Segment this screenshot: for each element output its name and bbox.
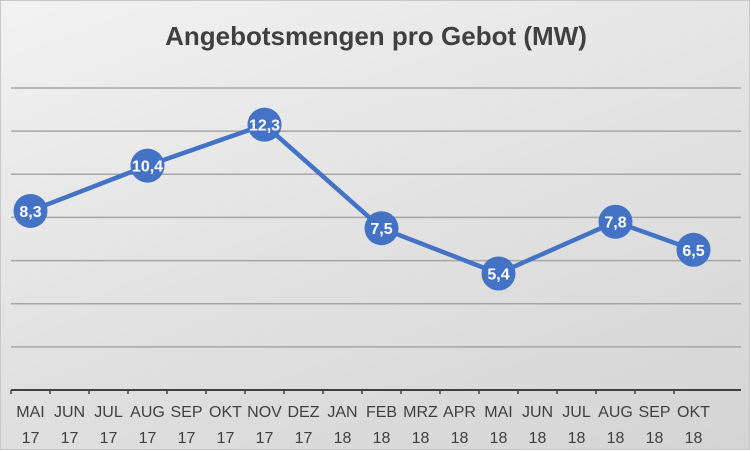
x-tick-label-month: APR (443, 404, 476, 421)
series-line (29, 122, 695, 276)
x-tick-label-month: MAI (16, 404, 44, 421)
x-tick-label-year: 17 (139, 430, 157, 447)
x-tick-label-year: 18 (607, 430, 625, 447)
x-tick-label-month: JUN (522, 404, 553, 421)
x-tick-label-year: 18 (373, 430, 391, 447)
x-tick-label-year: 18 (412, 430, 430, 447)
x-tick-label-year: 17 (256, 430, 274, 447)
x-tick-label-month: JUL (562, 404, 591, 421)
data-point-marker (247, 107, 282, 142)
x-tick-label-month: NOV (247, 404, 282, 421)
x-tick-label-month: OKT (677, 404, 710, 421)
data-point-marker (364, 211, 399, 246)
data-point-marker (130, 148, 165, 183)
data-point-marker (676, 232, 711, 267)
data-label: 12,3 (249, 118, 280, 135)
x-tick-label-month: JUL (94, 404, 123, 421)
data-label: 10,4 (132, 159, 163, 176)
x-tick-label-year: 18 (334, 430, 352, 447)
x-tick-label-year: 17 (22, 430, 40, 447)
x-tick-label-year: 18 (646, 430, 664, 447)
x-tick-label-month: OKT (209, 404, 242, 421)
data-label: 7,8 (604, 215, 626, 232)
x-tick-label-month: SEP (170, 404, 202, 421)
x-tick-label-month: AUG (130, 404, 165, 421)
x-tick-label-month: DEZ (288, 404, 320, 421)
data-point-marker (598, 204, 633, 239)
x-tick-label-year: 18 (490, 430, 508, 447)
data-label: 6,5 (682, 243, 704, 260)
x-tick-label-year: 18 (685, 430, 703, 447)
x-tick-label-year: 18 (529, 430, 547, 447)
x-tick-label-month: SEP (638, 404, 670, 421)
data-label: 7,5 (370, 221, 392, 238)
x-tick-label-month: MAI (484, 404, 512, 421)
x-tick-label-year: 18 (451, 430, 469, 447)
x-tick-label-year: 17 (61, 430, 79, 447)
data-point-marker (13, 193, 48, 228)
x-tick-label-month: MRZ (403, 404, 438, 421)
data-label: 8,3 (19, 204, 41, 221)
x-tick-label-year: 18 (568, 430, 586, 447)
chart-title: Angebotsmengen pro Gebot (MW) (165, 21, 587, 51)
data-label: 5,4 (487, 267, 509, 284)
x-tick-label-month: AUG (598, 404, 633, 421)
x-tick-label-year: 17 (100, 430, 118, 447)
x-tick-label-year: 17 (295, 430, 313, 447)
data-point-marker (481, 256, 516, 291)
x-tick-label-month: JUN (54, 404, 85, 421)
x-tick-label-month: JAN (327, 404, 357, 421)
x-tick-label-month: FEB (366, 404, 397, 421)
x-tick-label-year: 17 (178, 430, 196, 447)
x-tick-label-year: 17 (217, 430, 235, 447)
